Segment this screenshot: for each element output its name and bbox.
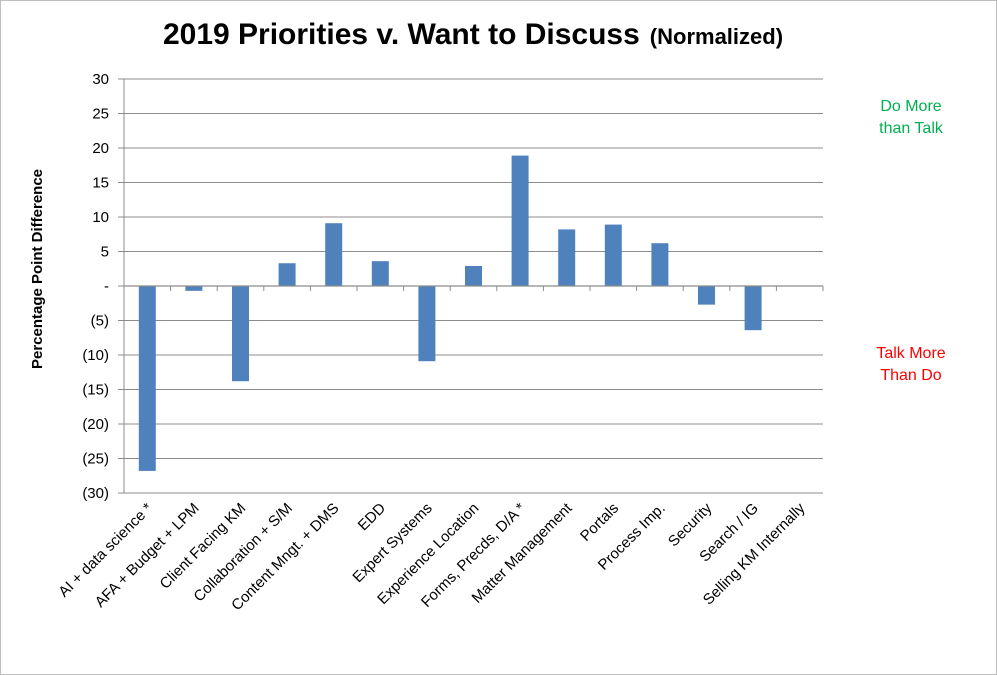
y-tick-label: - xyxy=(104,278,109,295)
annotation-line: than Talk xyxy=(879,120,944,137)
bar xyxy=(698,286,715,305)
y-tick-label: (10) xyxy=(82,347,109,364)
y-tick-label: 15 xyxy=(92,175,109,192)
bar xyxy=(511,155,529,286)
y-tick-label: 25 xyxy=(92,106,109,123)
chart-subtitle: (Normalized) xyxy=(650,24,783,49)
annotation: Do More than Talk xyxy=(879,98,944,137)
y-tick-label: (5) xyxy=(91,313,109,330)
bar xyxy=(325,223,343,286)
y-tick-label: (15) xyxy=(82,382,109,399)
bar xyxy=(138,286,156,471)
y-tick-label: (30) xyxy=(82,485,109,502)
x-tick-label: EDD xyxy=(355,500,390,535)
bar xyxy=(604,224,622,286)
y-axis-ticks: 30 25 20 15 10 5 - (5) (10) (15) (20) (25) (30) xyxy=(82,71,109,502)
chart-title-main: 2019 Priorities v. Want to Discuss xyxy=(163,18,640,51)
bar xyxy=(278,263,296,286)
annotation-line: Talk More xyxy=(876,345,945,362)
bar xyxy=(232,286,249,382)
x-tick-label: Expert Systems xyxy=(349,500,435,586)
bar xyxy=(744,286,762,331)
bar xyxy=(558,229,576,286)
y-tick-label: 5 xyxy=(101,244,109,261)
gridlines xyxy=(118,78,823,494)
annotations: Do More than Talk Talk More Than Do xyxy=(876,98,945,384)
bar xyxy=(185,286,203,291)
y-tick-label: (20) xyxy=(82,416,109,433)
annotation-line: Than Do xyxy=(880,367,941,384)
bars xyxy=(138,155,762,471)
bar xyxy=(371,261,389,286)
annotation-line: Do More xyxy=(880,98,941,115)
y-tick-label: (25) xyxy=(82,451,109,468)
y-tick-label: 30 xyxy=(92,71,109,88)
annotation: Talk More Than Do xyxy=(876,345,945,384)
bar xyxy=(651,243,669,286)
y-tick-label: 10 xyxy=(92,209,109,226)
y-tick-label: 20 xyxy=(92,140,109,157)
bar xyxy=(418,286,436,362)
axes xyxy=(123,79,824,493)
chart-title: 2019 Priorities v. Want to Discuss (Norma… xyxy=(163,18,783,51)
x-tick-label: Portals xyxy=(577,500,622,545)
x-axis-ticks: AI + data science *AFA + Budget + LPMCli… xyxy=(55,499,809,614)
bar xyxy=(465,265,482,286)
y-axis-label: Percentage Point Difference xyxy=(29,169,46,369)
x-tick-label: Client Facing KM xyxy=(157,500,250,593)
